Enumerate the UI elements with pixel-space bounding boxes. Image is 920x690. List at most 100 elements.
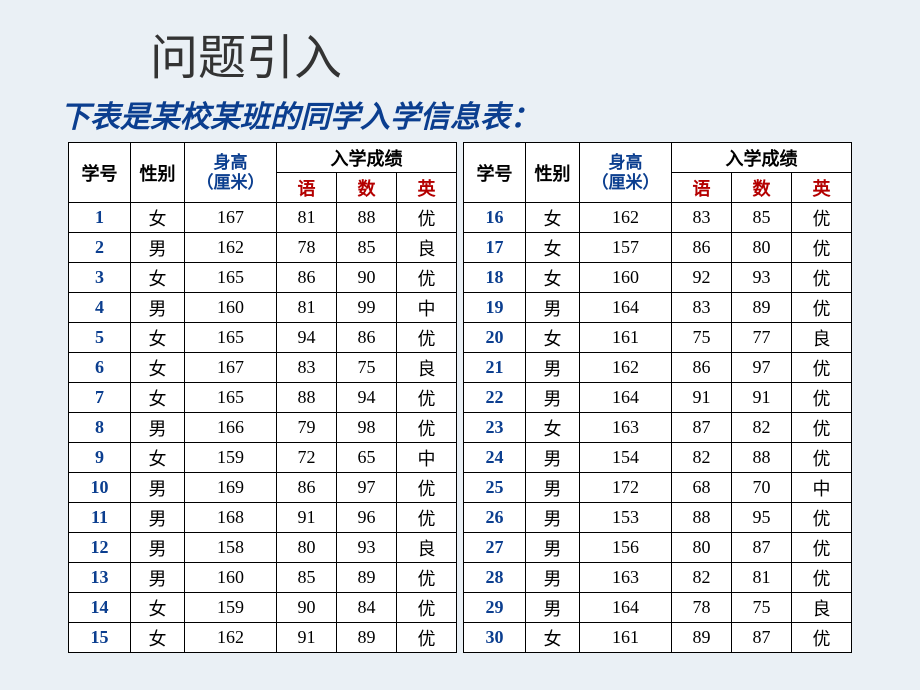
cell-english: 优 <box>397 563 457 593</box>
cell-english: 良 <box>397 233 457 263</box>
header-english: 英 <box>397 173 457 203</box>
cell-chinese: 82 <box>672 563 732 593</box>
cell-math: 87 <box>732 533 792 563</box>
cell-english: 良 <box>397 533 457 563</box>
cell-math: 89 <box>337 623 397 653</box>
table-row: 16女1628385优 <box>464 203 852 233</box>
cell-sex: 男 <box>131 413 185 443</box>
cell-id: 29 <box>464 593 526 623</box>
cell-sex: 男 <box>526 503 580 533</box>
cell-sex: 男 <box>526 383 580 413</box>
cell-chinese: 91 <box>277 623 337 653</box>
cell-id: 20 <box>464 323 526 353</box>
table-row: 22男1649191优 <box>464 383 852 413</box>
cell-math: 98 <box>337 413 397 443</box>
cell-id: 6 <box>69 353 131 383</box>
cell-id: 3 <box>69 263 131 293</box>
cell-sex: 女 <box>526 323 580 353</box>
cell-english: 优 <box>792 233 852 263</box>
table-row: 30女1618987优 <box>464 623 852 653</box>
cell-english: 优 <box>792 623 852 653</box>
cell-math: 81 <box>732 563 792 593</box>
cell-english: 优 <box>397 473 457 503</box>
cell-chinese: 85 <box>277 563 337 593</box>
cell-chinese: 86 <box>277 473 337 503</box>
header-id: 学号 <box>464 143 526 203</box>
cell-sex: 男 <box>526 353 580 383</box>
cell-height: 160 <box>580 263 672 293</box>
cell-chinese: 68 <box>672 473 732 503</box>
cell-id: 21 <box>464 353 526 383</box>
cell-sex: 男 <box>131 533 185 563</box>
header-math: 数 <box>732 173 792 203</box>
cell-id: 24 <box>464 443 526 473</box>
cell-id: 15 <box>69 623 131 653</box>
cell-sex: 女 <box>131 383 185 413</box>
cell-id: 11 <box>69 503 131 533</box>
cell-english: 优 <box>792 413 852 443</box>
table-row: 29男1647875良 <box>464 593 852 623</box>
table-row: 4男1608199中 <box>69 293 457 323</box>
header-id: 学号 <box>69 143 131 203</box>
cell-chinese: 86 <box>672 233 732 263</box>
cell-math: 89 <box>732 293 792 323</box>
cell-math: 91 <box>732 383 792 413</box>
cell-math: 75 <box>732 593 792 623</box>
cell-chinese: 94 <box>277 323 337 353</box>
cell-height: 158 <box>185 533 277 563</box>
cell-sex: 女 <box>526 203 580 233</box>
cell-id: 25 <box>464 473 526 503</box>
cell-math: 80 <box>732 233 792 263</box>
cell-english: 优 <box>397 593 457 623</box>
cell-chinese: 78 <box>672 593 732 623</box>
cell-height: 161 <box>580 323 672 353</box>
cell-math: 88 <box>337 203 397 233</box>
cell-chinese: 83 <box>672 293 732 323</box>
cell-id: 5 <box>69 323 131 353</box>
cell-id: 8 <box>69 413 131 443</box>
cell-chinese: 90 <box>277 593 337 623</box>
cell-chinese: 78 <box>277 233 337 263</box>
cell-english: 优 <box>397 623 457 653</box>
cell-math: 82 <box>732 413 792 443</box>
table-row: 19男1648389优 <box>464 293 852 323</box>
cell-english: 优 <box>397 203 457 233</box>
table-row: 1女1678188优 <box>69 203 457 233</box>
table-row: 13男1608589优 <box>69 563 457 593</box>
cell-english: 优 <box>397 383 457 413</box>
cell-sex: 女 <box>526 233 580 263</box>
table-row: 2男1627885良 <box>69 233 457 263</box>
cell-chinese: 81 <box>277 293 337 323</box>
table-row: 27男1568087优 <box>464 533 852 563</box>
header-chinese: 语 <box>672 173 732 203</box>
cell-english: 中 <box>792 473 852 503</box>
cell-id: 19 <box>464 293 526 323</box>
table-row: 18女1609293优 <box>464 263 852 293</box>
cell-id: 10 <box>69 473 131 503</box>
cell-sex: 女 <box>131 623 185 653</box>
cell-height: 163 <box>580 563 672 593</box>
cell-height: 163 <box>580 413 672 443</box>
cell-id: 14 <box>69 593 131 623</box>
cell-height: 162 <box>185 623 277 653</box>
cell-chinese: 80 <box>672 533 732 563</box>
cell-chinese: 82 <box>672 443 732 473</box>
cell-id: 16 <box>464 203 526 233</box>
cell-english: 中 <box>397 443 457 473</box>
cell-chinese: 83 <box>277 353 337 383</box>
table-row: 21男1628697优 <box>464 353 852 383</box>
cell-height: 154 <box>580 443 672 473</box>
table-row: 9女1597265中 <box>69 443 457 473</box>
cell-chinese: 75 <box>672 323 732 353</box>
cell-math: 93 <box>732 263 792 293</box>
cell-height: 159 <box>185 443 277 473</box>
cell-id: 9 <box>69 443 131 473</box>
cell-height: 164 <box>580 593 672 623</box>
cell-math: 97 <box>732 353 792 383</box>
cell-height: 166 <box>185 413 277 443</box>
table-row: 17女1578680优 <box>464 233 852 263</box>
header-english: 英 <box>792 173 852 203</box>
cell-chinese: 88 <box>277 383 337 413</box>
header-exam: 入学成绩 <box>672 143 852 173</box>
table-row: 11男1689196优 <box>69 503 457 533</box>
